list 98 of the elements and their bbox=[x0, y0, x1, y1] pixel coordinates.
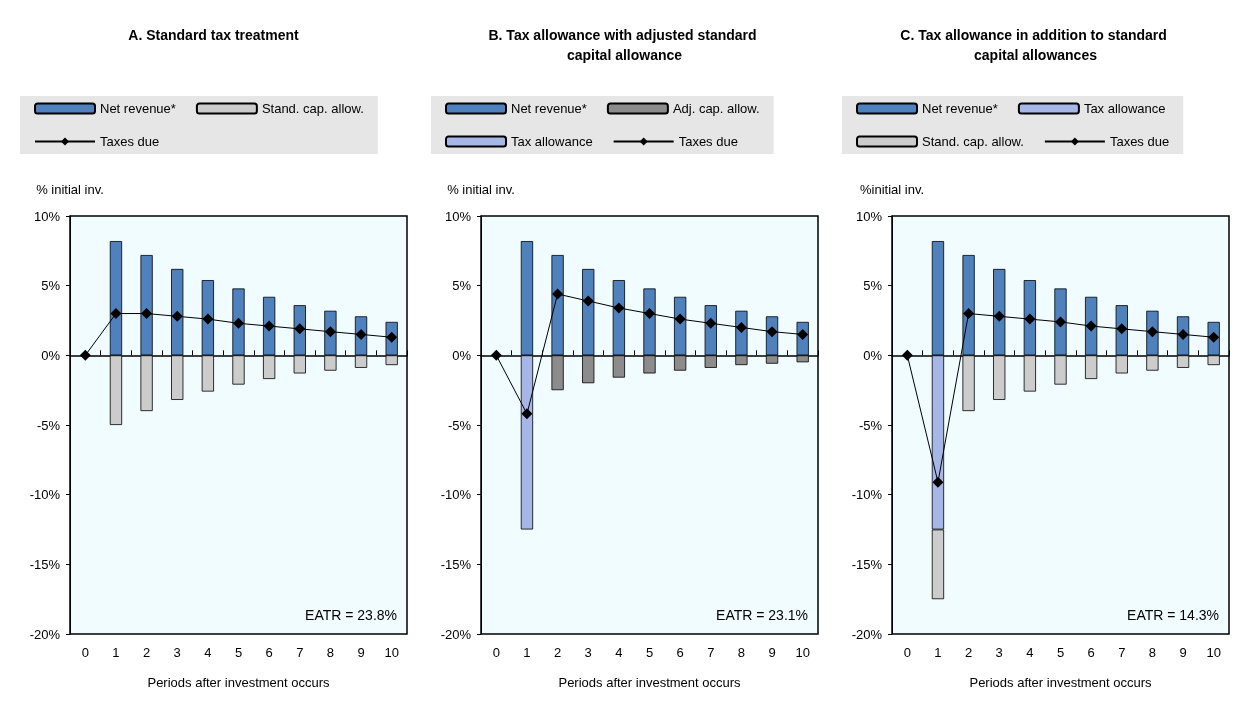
y-tick-label: 5% bbox=[863, 278, 883, 294]
x-tick-label: 4 bbox=[615, 645, 623, 660]
point bbox=[233, 317, 244, 329]
point bbox=[963, 308, 975, 320]
y-tick-label: -10% bbox=[851, 487, 883, 503]
point bbox=[901, 349, 913, 361]
x-tick-label: 5 bbox=[234, 645, 243, 660]
x-tick-label: 3 bbox=[584, 645, 592, 660]
y-tick-label: -10% bbox=[29, 487, 61, 503]
y-tick-label: 0% bbox=[41, 347, 61, 363]
point bbox=[582, 295, 594, 307]
x-tick-label: 3 bbox=[995, 645, 1003, 660]
x-tick-label: 0 bbox=[492, 645, 500, 660]
y-tick-label: 5% bbox=[452, 278, 472, 294]
x-tick-label: 4 bbox=[204, 645, 212, 660]
y-tick-label: 10% bbox=[855, 208, 883, 224]
x-tick-label: 6 bbox=[676, 645, 684, 660]
legend-label: Tax allowance bbox=[1083, 101, 1166, 116]
legend-label: Net revenue* bbox=[100, 101, 176, 116]
point bbox=[1085, 320, 1097, 332]
x-axis-title: Periods after investment occurs bbox=[558, 675, 742, 690]
y-tick-label: -5% bbox=[36, 417, 61, 433]
x-tick-label: 2 bbox=[964, 645, 973, 660]
y-tick-label: 5% bbox=[41, 278, 61, 294]
x-tick-label: 7 bbox=[296, 645, 304, 660]
annotation: EATR = 23.1% bbox=[716, 607, 808, 623]
y-tick-label: 0% bbox=[452, 347, 472, 363]
x-tick-label: 3 bbox=[173, 645, 181, 660]
y-axis-title: % initial inv. bbox=[447, 181, 515, 197]
legend-label: Stand. cap. allow. bbox=[261, 101, 364, 116]
y-tick-label: 10% bbox=[33, 208, 61, 224]
point bbox=[613, 302, 625, 314]
point bbox=[202, 313, 214, 325]
x-tick-label: 9 bbox=[1179, 645, 1187, 660]
legend-label: Net revenue* bbox=[511, 101, 587, 116]
y-tick-label: -20% bbox=[851, 626, 883, 642]
point bbox=[1055, 316, 1066, 328]
y-axis-title: %initial inv. bbox=[859, 181, 925, 197]
legend-label: Taxes due bbox=[678, 134, 738, 149]
point bbox=[171, 310, 183, 322]
x-tick-label: 6 bbox=[1087, 645, 1095, 660]
y-tick-label: -15% bbox=[29, 556, 61, 572]
chart-title: C. Tax allowance in addition to standard capital allowances bbox=[900, 27, 1171, 63]
x-tick-label: 1 bbox=[112, 645, 120, 660]
point bbox=[1024, 313, 1036, 325]
point bbox=[490, 349, 502, 361]
y-tick-label: -15% bbox=[440, 556, 472, 572]
point bbox=[552, 288, 564, 300]
annotation: EATR = 23.8% bbox=[305, 607, 397, 623]
y-tick-label: -5% bbox=[447, 417, 472, 433]
y-tick-label: -5% bbox=[858, 417, 883, 433]
x-axis-title: Periods after investment occurs bbox=[147, 675, 331, 690]
x-tick-label: 6 bbox=[265, 645, 273, 660]
legend-label: Taxes due bbox=[100, 134, 160, 149]
x-tick-label: 7 bbox=[1118, 645, 1126, 660]
point bbox=[932, 476, 944, 488]
x-tick-label: 0 bbox=[81, 645, 89, 660]
x-tick-label: 5 bbox=[1056, 645, 1065, 660]
x-tick-label: 9 bbox=[357, 645, 365, 660]
point bbox=[644, 308, 655, 320]
point bbox=[110, 308, 122, 320]
chart-title: B. Tax allowance with adjusted standard capital allowance bbox=[488, 27, 761, 63]
annotation: EATR = 14.3% bbox=[1127, 607, 1219, 623]
point bbox=[674, 313, 686, 325]
point bbox=[521, 408, 533, 420]
y-tick-label: -10% bbox=[440, 487, 472, 503]
point bbox=[263, 320, 275, 332]
x-tick-label: 0 bbox=[903, 645, 911, 660]
y-tick-label: 0% bbox=[863, 347, 883, 363]
y-tick-label: 10% bbox=[444, 208, 472, 224]
x-tick-label: 1 bbox=[934, 645, 942, 660]
point bbox=[79, 349, 91, 361]
x-tick-label: 4 bbox=[1026, 645, 1034, 660]
x-tick-label: 2 bbox=[553, 645, 562, 660]
x-tick-label: 10 bbox=[384, 645, 399, 660]
y-tick-label: -20% bbox=[440, 626, 472, 642]
legend-label: Stand. cap. allow. bbox=[922, 134, 1024, 149]
x-tick-label: 9 bbox=[768, 645, 776, 660]
x-axis-title: Periods after investment occurs bbox=[969, 675, 1153, 690]
legend-label: Tax allowance bbox=[511, 134, 593, 149]
x-tick-label: 2 bbox=[142, 645, 151, 660]
y-axis-title: % initial inv. bbox=[36, 181, 104, 197]
legend-label: Net revenue* bbox=[922, 101, 998, 116]
x-tick-label: 10 bbox=[1206, 645, 1221, 660]
x-tick-label: 5 bbox=[645, 645, 654, 660]
y-tick-label: -15% bbox=[851, 556, 883, 572]
x-tick-label: 8 bbox=[1148, 645, 1157, 660]
y-tick-label: -20% bbox=[29, 626, 61, 642]
legend-label: Taxes due bbox=[1109, 134, 1170, 149]
chart-title: A. Standard tax treatment bbox=[128, 27, 300, 43]
x-tick-label: 1 bbox=[523, 645, 531, 660]
legend-label: Adj. cap. allow. bbox=[672, 101, 760, 116]
x-tick-label: 10 bbox=[795, 645, 810, 660]
point bbox=[993, 310, 1005, 322]
x-tick-label: 8 bbox=[737, 645, 746, 660]
x-tick-label: 7 bbox=[707, 645, 715, 660]
x-tick-label: 8 bbox=[326, 645, 335, 660]
point bbox=[141, 308, 153, 320]
